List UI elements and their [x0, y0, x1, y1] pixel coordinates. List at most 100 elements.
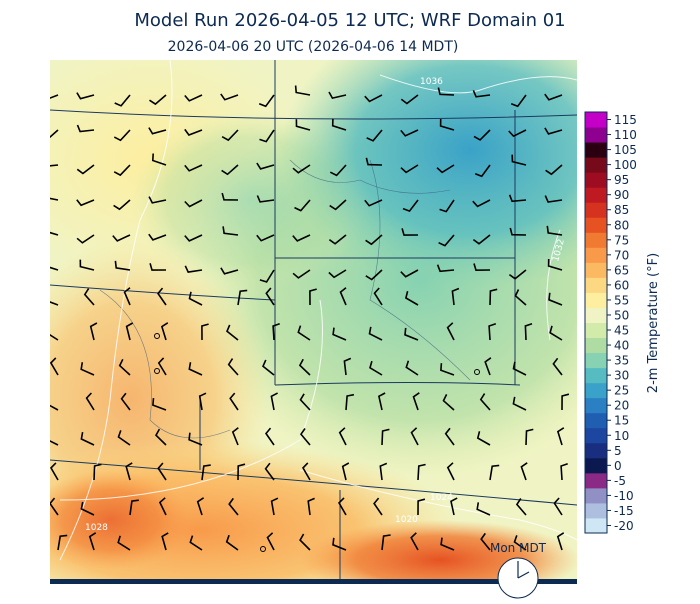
wind-barb [221, 129, 239, 142]
wind-barb [264, 427, 275, 446]
contour-label: 1036 [420, 77, 443, 87]
wind-barb [114, 94, 131, 107]
wind-barb [112, 234, 131, 242]
colorbar-band [585, 367, 607, 384]
wind-barb [476, 431, 491, 446]
colorbar-tick-label: 110 [614, 128, 637, 142]
wind-barb [400, 94, 419, 105]
wind-barb [270, 392, 278, 411]
subtitle: 2026-04-06 20 UTC (2026-04-06 14 MDT) [168, 39, 459, 55]
wind-barb [123, 287, 131, 306]
wind-barb [184, 94, 203, 102]
wind-barb [440, 537, 455, 551]
wind-barb [297, 325, 311, 341]
wind-barb [309, 288, 317, 306]
wind-barb [295, 119, 311, 131]
wind-barb [188, 362, 203, 376]
colorbar-tick-label: 55 [614, 293, 629, 307]
wind-barb [157, 462, 167, 481]
wind-barb [520, 462, 528, 481]
wind-barb [472, 234, 491, 245]
wind-barb [198, 392, 207, 411]
wind-barb [476, 502, 491, 516]
colorbar-band [585, 217, 607, 233]
wind-barb [262, 359, 275, 376]
wind-barb [524, 323, 533, 341]
colorbar-tick-label: 115 [614, 113, 637, 127]
colorbar-tick-label: -10 [614, 489, 634, 503]
wind-barb [556, 532, 565, 551]
wind-barb [381, 428, 390, 446]
colorbar-band [585, 262, 607, 278]
wind-barb [548, 292, 563, 306]
wind-barb [50, 357, 59, 376]
colorbar-band [585, 202, 607, 218]
colorbar-tick-label: -5 [614, 474, 626, 488]
wind-barb [369, 360, 383, 376]
colorbar-tick-label: 65 [614, 263, 629, 277]
wind-barb [184, 265, 203, 273]
wind-barb [158, 497, 167, 516]
colorbar-tick-label: 105 [614, 143, 637, 157]
colorbar-band [585, 322, 607, 339]
wind-barb [201, 464, 211, 481]
wind-barb [417, 463, 426, 481]
wind-barb [184, 234, 203, 242]
colorbar-band [585, 382, 607, 399]
colorbar-band [585, 112, 607, 128]
wind-barb [365, 234, 383, 246]
wind-barb [80, 501, 95, 516]
wind-barb [188, 432, 203, 446]
wind-barb [488, 322, 497, 341]
wind-barb [329, 164, 347, 177]
wind-barb [221, 192, 239, 201]
wind-barb [50, 404, 59, 411]
wind-barb [114, 260, 131, 271]
wind-barb [89, 322, 98, 341]
wind-barb [149, 94, 167, 106]
wind-barb [552, 357, 563, 376]
wind-barb [184, 199, 203, 208]
wind-barb [299, 393, 311, 411]
wind-barb [436, 164, 455, 174]
wind-barb [272, 322, 280, 341]
wind-barb [148, 196, 167, 204]
wind-barb [227, 358, 239, 376]
wind-barb [237, 463, 246, 481]
wind-barb [439, 118, 455, 131]
wind-barb [264, 462, 275, 481]
wind-barb [50, 94, 59, 99]
wind-barb [365, 269, 383, 281]
wind-barb [221, 164, 239, 176]
wind-barb [80, 362, 95, 376]
wind-barb [156, 287, 167, 306]
colorbar-tick-label: 15 [614, 414, 629, 428]
wind-barb [270, 497, 279, 516]
wind-barb [472, 90, 491, 98]
colorbar-tick-label: 25 [614, 384, 629, 398]
wind-barb [161, 532, 169, 551]
wind-barb [302, 462, 311, 481]
wind-barb [373, 497, 383, 516]
colorbar-band [585, 142, 607, 158]
wind-barb [338, 427, 347, 446]
colorbar-tick-label: 10 [614, 429, 629, 443]
wind-barb [113, 129, 131, 142]
wind-barb [292, 234, 311, 242]
wind-barb [451, 287, 460, 306]
wind-barb [148, 127, 167, 135]
wind-barb [188, 291, 203, 306]
wind-barb [547, 258, 563, 271]
colorbar-band [585, 187, 607, 203]
colorbar-tick-label: 5 [614, 444, 622, 458]
colorbar-tick-label: 70 [614, 248, 629, 262]
colorbar-tick-label: 35 [614, 354, 629, 368]
wind-barb [400, 269, 419, 278]
wind-barb [299, 533, 311, 551]
wind-barb [436, 264, 455, 273]
wind-barb [76, 92, 95, 100]
wind-barb [184, 164, 203, 172]
wind-barb [442, 394, 455, 411]
wind-barb [50, 497, 59, 516]
